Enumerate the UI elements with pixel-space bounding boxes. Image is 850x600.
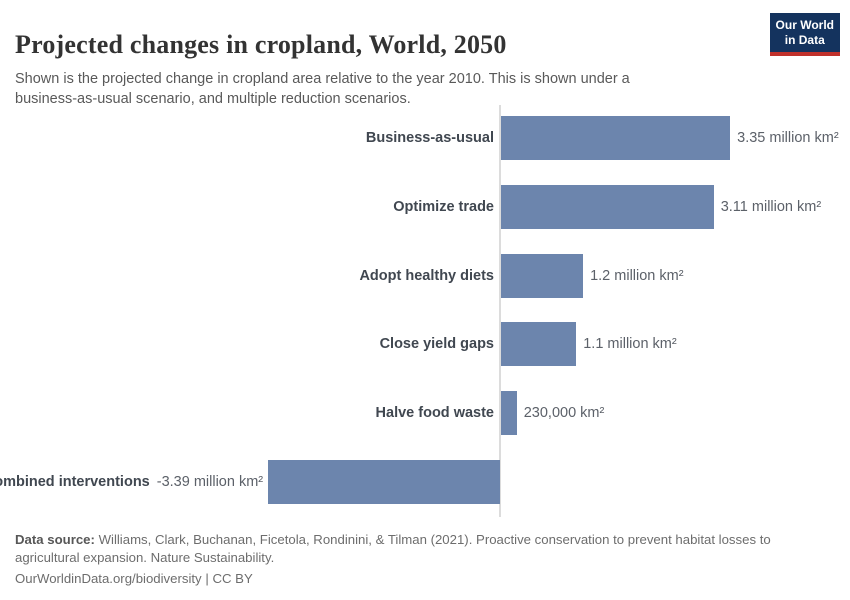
bar[interactable] [501, 253, 584, 298]
owid-logo-line1: Our World [775, 18, 834, 32]
value-label: 3.11 million km² [720, 198, 822, 215]
owid-link[interactable]: OurWorldinData.org/biodiversity [15, 571, 202, 587]
category-label: Optimize trade [393, 198, 494, 215]
category-label: Business-as-usual [365, 130, 494, 146]
category-label: Adopt healthy diets [359, 267, 494, 284]
bar[interactable] [501, 184, 714, 229]
negative-label-group: Combined interventions -3.39 million km² [0, 460, 263, 504]
data-source-label: Data source: [15, 532, 95, 547]
value-label: -3.39 million km² [156, 474, 264, 490]
bar[interactable] [501, 116, 731, 160]
page-title: Projected changes in cropland, World, 20… [15, 30, 507, 60]
value-label: 1.2 million km² [590, 267, 684, 284]
data-source-line: Data source: Williams, Clark, Buchanan, … [15, 531, 835, 567]
separator: | [205, 571, 209, 587]
license-line: OurWorldinData.org/biodiversity | CC BY [15, 570, 835, 588]
axis-baseline [499, 105, 501, 517]
chart-footer: Data source: Williams, Clark, Buchanan, … [15, 531, 835, 589]
value-label: 3.35 million km² [737, 130, 839, 146]
license-label: CC BY [212, 571, 253, 587]
data-source-text: Williams, Clark, Buchanan, Ficetola, Ron… [15, 532, 771, 566]
owid-logo-line2: in Data [784, 33, 825, 47]
value-label: 1.1 million km² [583, 336, 677, 353]
chart-area: Business-as-usual 3.35 million km² Optimiz… [0, 100, 850, 520]
bar[interactable] [501, 322, 577, 367]
bar[interactable] [501, 391, 517, 436]
category-label: Close yield gaps [379, 336, 494, 353]
value-label: 230,000 km² [523, 405, 605, 422]
bar[interactable] [268, 460, 500, 504]
chart-subtitle: Shown is the projected change in croplan… [15, 70, 630, 108]
owid-logo: Our World in Data [769, 13, 840, 56]
category-label: Combined interventions [0, 474, 150, 490]
category-label: Halve food waste [375, 405, 494, 422]
